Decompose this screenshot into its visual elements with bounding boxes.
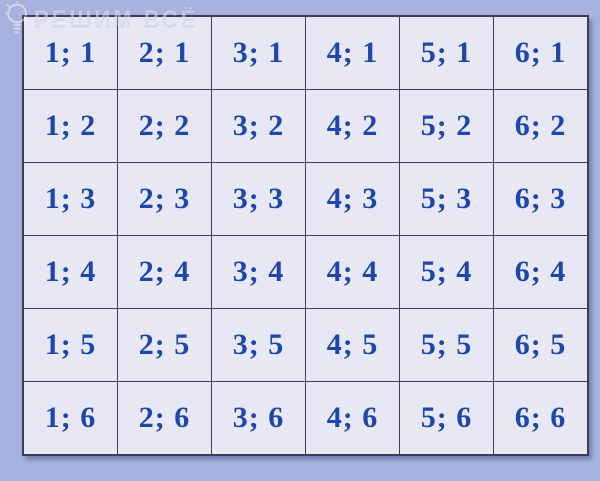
table-cell: 1; 6 (22, 381, 118, 456)
table-cell: 6; 6 (493, 381, 589, 456)
table-cell: 2; 5 (117, 308, 212, 382)
table-cell: 4; 6 (305, 381, 400, 456)
table-cell: 2; 2 (117, 89, 212, 163)
table-row: 1; 6 2; 6 3; 6 4; 6 5; 6 6; 6 (22, 381, 589, 456)
table-cell: 4; 4 (305, 235, 400, 309)
table-cell: 5; 2 (399, 89, 494, 163)
table-cell: 1; 3 (22, 162, 118, 236)
table-cell: 4; 1 (305, 15, 400, 90)
table-cell: 3; 3 (211, 162, 306, 236)
table-cell: 5; 3 (399, 162, 494, 236)
table-cell: 1; 5 (22, 308, 118, 382)
table-row: 1; 5 2; 5 3; 5 4; 5 5; 5 6; 5 (22, 308, 589, 382)
table-row: 1; 4 2; 4 3; 4 4; 4 5; 4 6; 4 (22, 235, 589, 309)
table-cell: 2; 4 (117, 235, 212, 309)
table-cell: 2; 3 (117, 162, 212, 236)
table-cell: 5; 6 (399, 381, 494, 456)
dice-outcomes-table: 1; 1 2; 1 3; 1 4; 1 5; 1 6; 1 1; 2 2; 2 3; 2 4; 2… (22, 15, 589, 456)
table-row: 1; 3 2; 3 3; 3 4; 3 5; 3 6; 3 (22, 162, 589, 236)
dice-outcomes-table-body: 1; 1 2; 1 3; 1 4; 1 5; 1 6; 1 1; 2 2; 2 3; 2 4; 2… (22, 15, 589, 456)
table-cell: 5; 1 (399, 15, 494, 90)
table-cell: 6; 4 (493, 235, 589, 309)
table-cell: 5; 4 (399, 235, 494, 309)
table-cell: 3; 2 (211, 89, 306, 163)
table-cell: 1; 2 (22, 89, 118, 163)
table-cell: 1; 4 (22, 235, 118, 309)
table-cell: 5; 5 (399, 308, 494, 382)
table-cell: 2; 6 (117, 381, 212, 456)
table-cell: 2; 1 (117, 15, 212, 90)
table-cell: 3; 1 (211, 15, 306, 90)
table-cell: 3; 4 (211, 235, 306, 309)
table-row: 1; 2 2; 2 3; 2 4; 2 5; 2 6; 2 (22, 89, 589, 163)
table-row: 1; 1 2; 1 3; 1 4; 1 5; 1 6; 1 (22, 15, 589, 90)
table-cell: 6; 5 (493, 308, 589, 382)
table-cell: 1; 1 (22, 15, 118, 90)
table-cell: 3; 5 (211, 308, 306, 382)
table-cell: 3; 6 (211, 381, 306, 456)
table-cell: 6; 2 (493, 89, 589, 163)
table-cell: 4; 2 (305, 89, 400, 163)
table-cell: 6; 3 (493, 162, 589, 236)
table-cell: 6; 1 (493, 15, 589, 90)
table-cell: 4; 5 (305, 308, 400, 382)
table-cell: 4; 3 (305, 162, 400, 236)
